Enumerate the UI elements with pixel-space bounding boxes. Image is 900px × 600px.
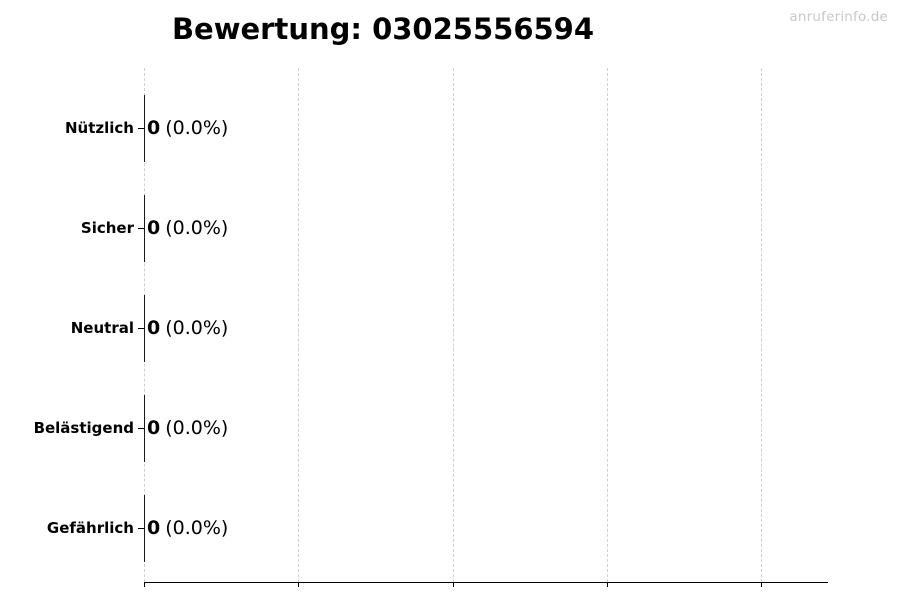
y-axis-tick-2	[138, 328, 144, 329]
bar-count-3: 0	[147, 417, 161, 439]
bar-percent-1: (0.0%)	[165, 217, 229, 239]
bar-0	[144, 95, 145, 162]
gridline-vertical-4	[761, 68, 762, 582]
bar-value-label-0: 0 (0.0%)	[147, 117, 228, 139]
x-axis-tick-1	[298, 582, 299, 587]
bar-4	[144, 495, 145, 562]
plot-area	[144, 68, 828, 582]
x-axis-tick-3	[607, 582, 608, 587]
bar-value-label-2: 0 (0.0%)	[147, 317, 228, 339]
page-title: Bewertung: 03025556594	[171, 12, 595, 46]
bar-percent-4: (0.0%)	[165, 517, 229, 539]
category-label-1: Sicher	[80, 219, 134, 237]
y-axis-tick-3	[138, 428, 144, 429]
x-axis-tick-4	[761, 582, 762, 587]
y-axis-tick-4	[138, 528, 144, 529]
bar-count-2: 0	[147, 317, 161, 339]
bar-value-label-1: 0 (0.0%)	[147, 217, 228, 239]
x-axis-tick-2	[453, 582, 454, 587]
gridline-vertical-3	[607, 68, 608, 582]
bar-count-4: 0	[147, 517, 161, 539]
bar-count-1: 0	[147, 217, 161, 239]
bar-value-label-4: 0 (0.0%)	[147, 517, 228, 539]
category-label-0: Nützlich	[65, 119, 134, 137]
bar-percent-0: (0.0%)	[165, 117, 229, 139]
bar-value-label-3: 0 (0.0%)	[147, 417, 228, 439]
bar-3	[144, 395, 145, 462]
bar-2	[144, 295, 145, 362]
watermark-anruferinfo: anruferinfo.de	[789, 9, 888, 25]
gridline-vertical-1	[298, 68, 299, 582]
bar-percent-2: (0.0%)	[165, 317, 229, 339]
bar-percent-3: (0.0%)	[165, 417, 229, 439]
x-axis-spine	[144, 582, 828, 583]
category-label-4: Gefährlich	[46, 519, 134, 537]
category-label-2: Neutral	[70, 319, 134, 337]
y-axis-tick-0	[138, 128, 144, 129]
x-axis-tick-0	[144, 582, 145, 587]
gridline-vertical-2	[453, 68, 454, 582]
category-label-3: Belästigend	[33, 419, 134, 437]
bar-1	[144, 195, 145, 262]
y-axis-tick-1	[138, 228, 144, 229]
bar-count-0: 0	[147, 117, 161, 139]
